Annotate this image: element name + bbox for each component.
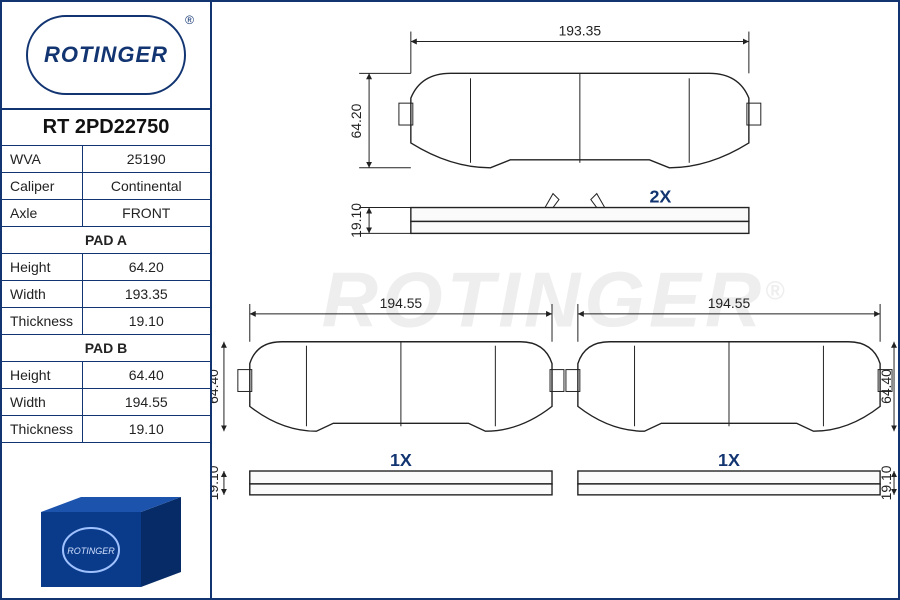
- pad-b-table: PAD B Height64.40Width194.55Thickness19.…: [2, 335, 210, 443]
- dim-pad-a-height: 64.20: [348, 103, 364, 138]
- pad-b-key: Thickness: [2, 416, 82, 443]
- technical-drawing: 193.35 64.20 19.10 2X: [212, 2, 898, 598]
- spec-key: WVA: [2, 146, 82, 173]
- pad-b-row: Width194.55: [2, 389, 210, 416]
- spec-row: AxleFRONT: [2, 200, 210, 227]
- spec-key: Axle: [2, 200, 82, 227]
- dim-pad-br-width: 194.55: [708, 295, 751, 311]
- svg-text:ROTINGER: ROTINGER: [67, 546, 115, 556]
- pad-b-row: Height64.40: [2, 362, 210, 389]
- registered-mark: ®: [185, 13, 194, 27]
- pad-b-row: Thickness19.10: [2, 416, 210, 443]
- part-number: RT 2PD22750: [2, 110, 210, 146]
- dim-pad-bl-width: 194.55: [380, 295, 423, 311]
- pad-a-key: Width: [2, 281, 82, 308]
- brand-name: ROTINGER: [44, 42, 168, 68]
- dim-pad-a-thk: 19.10: [348, 203, 364, 238]
- spec-value: Continental: [82, 173, 210, 200]
- spec-value: 25190: [82, 146, 210, 173]
- pad-b-left-face: [238, 342, 564, 431]
- drawing-sheet: ROTINGER ® RT 2PD22750 WVA25190CaliperCo…: [0, 0, 900, 600]
- info-column: ROTINGER ® RT 2PD22750 WVA25190CaliperCo…: [2, 2, 212, 598]
- pad-a-table: PAD A Height64.20Width193.35Thickness19.…: [2, 227, 210, 335]
- pad-a-row: Width193.35: [2, 281, 210, 308]
- pad-b-value: 19.10: [82, 416, 210, 443]
- brand-logo: ROTINGER ®: [26, 15, 186, 95]
- pad-a-header: PAD A: [2, 227, 210, 254]
- pad-a-value: 193.35: [82, 281, 210, 308]
- pad-a-face: [399, 73, 761, 167]
- pad-b-value: 64.40: [82, 362, 210, 389]
- pad-b-key: Height: [2, 362, 82, 389]
- dim-pad-a-width: 193.35: [559, 23, 602, 39]
- pad-b-key: Width: [2, 389, 82, 416]
- logo-cell: ROTINGER ®: [2, 2, 210, 110]
- pad-b-value: 194.55: [82, 389, 210, 416]
- spec-row: CaliperContinental: [2, 173, 210, 200]
- dim-pad-br-thk: 19.10: [878, 465, 894, 500]
- pad-a-row: Height64.20: [2, 254, 210, 281]
- pad-b-right-face: [566, 342, 892, 431]
- pad-a-side: [411, 194, 749, 234]
- product-box-image: ROTINGER: [2, 443, 210, 598]
- spec-row: WVA25190: [2, 146, 210, 173]
- qty-pad-bl: 1X: [390, 450, 412, 470]
- dim-pad-br-height: 64.40: [878, 369, 894, 404]
- spec-table: WVA25190CaliperContinentalAxleFRONT: [2, 146, 210, 227]
- pad-a-value: 64.20: [82, 254, 210, 281]
- qty-pad-a: 2X: [649, 187, 671, 207]
- pad-a-row: Thickness19.10: [2, 308, 210, 335]
- pad-a-key: Height: [2, 254, 82, 281]
- pad-a-value: 19.10: [82, 308, 210, 335]
- dim-pad-bl-height: 64.40: [212, 369, 221, 404]
- spec-key: Caliper: [2, 173, 82, 200]
- qty-pad-br: 1X: [718, 450, 740, 470]
- diagram-panel: ROTINGER®: [212, 2, 898, 598]
- dim-pad-bl-thk: 19.10: [212, 465, 221, 500]
- spec-value: FRONT: [82, 200, 210, 227]
- pad-b-header: PAD B: [2, 335, 210, 362]
- pad-a-key: Thickness: [2, 308, 82, 335]
